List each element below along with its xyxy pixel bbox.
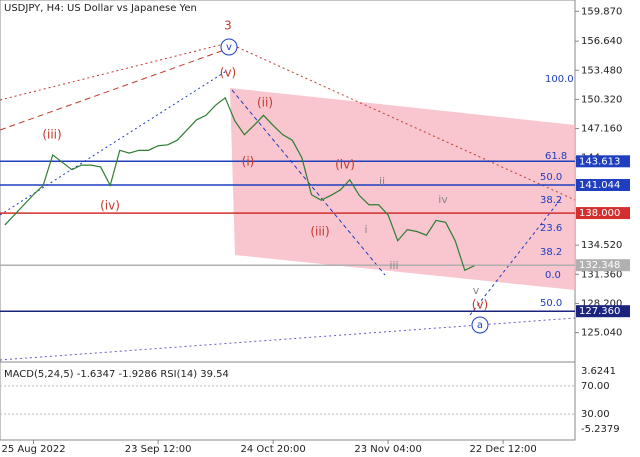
price-tag <box>576 207 630 220</box>
y-tick-label: 156.640 <box>581 36 622 47</box>
y-tick-label: 131.360 <box>581 269 622 280</box>
price-tag <box>576 155 630 168</box>
y-tick-label: 128.200 <box>581 298 622 309</box>
y-tick-label: 153.480 <box>581 65 622 76</box>
price-tag <box>576 178 630 191</box>
x-tick-label: 24 Oct 20:00 <box>241 444 306 455</box>
price-tag-label: 138.000 <box>579 208 620 219</box>
wave-label: (ii) <box>257 96 273 110</box>
y-tick-label: 159.870 <box>581 6 622 17</box>
trend-line <box>469 199 561 316</box>
trend-line <box>0 42 229 101</box>
trend-line <box>227 42 576 201</box>
indicator-tick-label: 3.6241 <box>581 366 616 377</box>
wave-label: (iii) <box>42 128 61 142</box>
price-line-series <box>4 96 475 272</box>
wave-label: (iii) <box>310 225 329 239</box>
wave-label: (iv) <box>335 158 355 172</box>
x-tick-label: 22 Dec 12:00 <box>469 444 536 455</box>
fib-label: 50.0 <box>540 172 562 183</box>
indicator-tick-label: -5.2379 <box>581 424 620 435</box>
wave-circle-label: v <box>226 42 232 53</box>
wave-label: (iv) <box>100 199 120 213</box>
indicator-tick-label: 70.00 <box>581 381 610 392</box>
wave-label-minor: ii <box>379 175 385 188</box>
price-tag-label: 132.348 <box>579 260 620 271</box>
price-tag-label: 141.044 <box>579 180 620 191</box>
fib-label: 38.2 <box>540 247 562 258</box>
wave-label: (v) <box>220 66 236 80</box>
wave-label-minor: iii <box>389 259 398 272</box>
price-tag-label: 143.613 <box>579 156 620 167</box>
fib-label: 50.0 <box>540 298 562 309</box>
fib-label: 61.8 <box>545 151 567 162</box>
wave-label: (i) <box>242 155 255 169</box>
indicator-tick-label: 30.00 <box>581 409 610 420</box>
wave-circle-label: a <box>477 320 483 331</box>
price-tag <box>576 259 630 272</box>
wave-label-minor: i <box>364 223 367 236</box>
x-tick-label: 23 Nov 04:00 <box>354 444 421 455</box>
wave-circle <box>220 38 238 56</box>
y-tick-label: 147.160 <box>581 124 622 135</box>
wave-label-minor: iv <box>438 193 448 206</box>
chart-title: USDJPY, H4: US Dollar vs Japanese Yen <box>4 3 197 14</box>
wave-label-minor: v <box>473 284 480 297</box>
indicator-label: MACD(5,24,5) -1.6347 -1.9286 RSI(14) 39.… <box>4 369 229 380</box>
y-tick-label: 125.040 <box>581 328 622 339</box>
fib-label: 23.6 <box>540 223 562 234</box>
fib-label: 38.2 <box>540 195 562 206</box>
price-tag <box>576 305 630 318</box>
trend-line <box>0 47 231 131</box>
wave-label: 3 <box>224 19 232 33</box>
price-tag-label: 127.360 <box>579 306 620 317</box>
fib-label: 0.0 <box>545 270 561 281</box>
x-tick-label: 23 Sep 12:00 <box>125 444 192 455</box>
wave-circle <box>471 316 489 334</box>
channel <box>230 88 575 290</box>
wave-label: (v) <box>472 298 488 312</box>
fib-label: 100.0 <box>545 74 574 85</box>
x-tick-label: 25 Aug 2022 <box>2 444 66 455</box>
y-tick-label: 134.520 <box>581 240 622 251</box>
y-tick-label: 150.320 <box>581 94 622 105</box>
